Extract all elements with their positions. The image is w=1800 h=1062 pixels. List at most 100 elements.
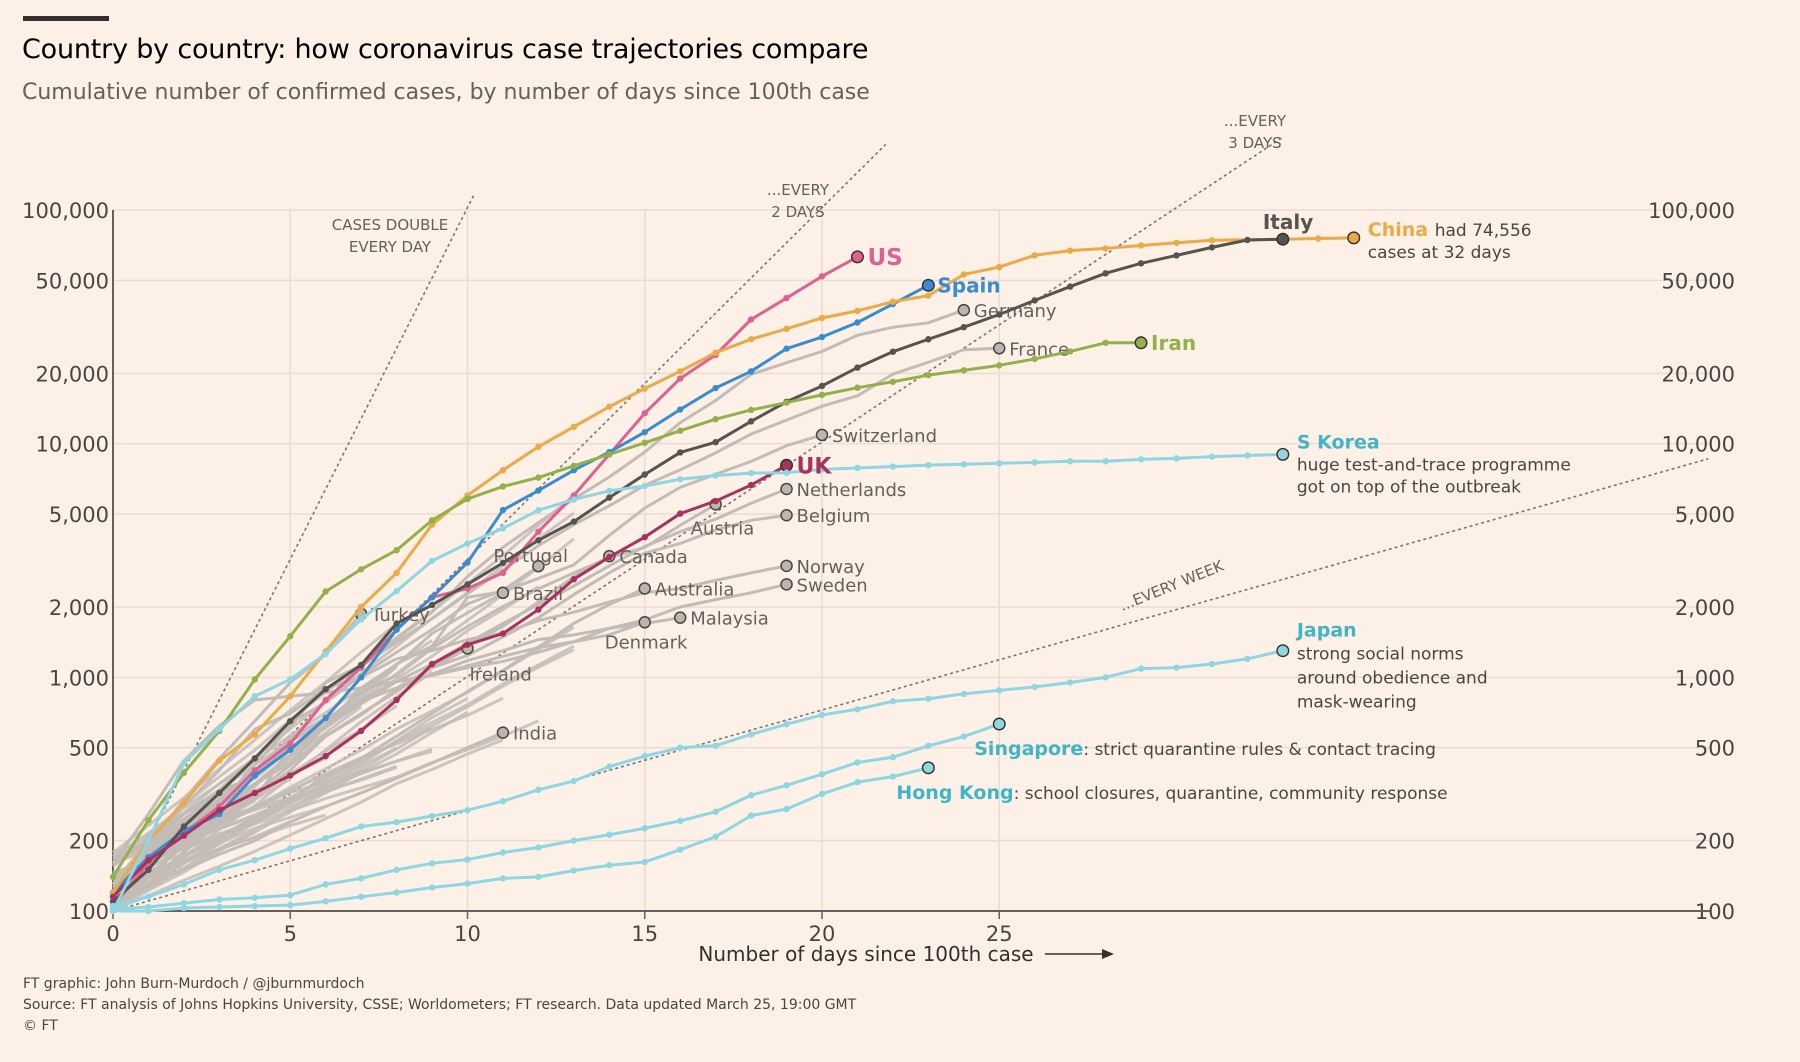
point-s-korea [996, 460, 1003, 467]
point-iran [428, 517, 436, 524]
point-japan [393, 818, 400, 826]
x-tick-label: 0 [106, 922, 119, 946]
point-spain [251, 772, 258, 779]
series-label-belgium: Belgium [797, 506, 871, 527]
point-uk [677, 510, 684, 517]
point-singapore [570, 837, 578, 844]
series-label-india: India [513, 724, 557, 745]
series-line-belgium [111, 513, 787, 903]
end-marker-denmark [638, 616, 651, 629]
series-label-us: US [867, 245, 902, 271]
series-label-iran: Iran [1151, 331, 1196, 355]
point-hong-kong [889, 773, 897, 780]
point-singapore [925, 742, 932, 750]
point-japan [570, 777, 578, 785]
point-china [606, 403, 613, 410]
series-label-netherlands: Netherlands [797, 480, 907, 501]
point-iran [712, 415, 719, 423]
point-china [925, 292, 932, 299]
point-japan [677, 744, 684, 751]
point-iran [180, 769, 188, 777]
point-italy [499, 559, 507, 567]
point-italy [747, 418, 755, 425]
point-japan [854, 706, 861, 713]
point-japan [1031, 683, 1038, 691]
y-tick-label-left: 5,000 [49, 503, 109, 527]
end-marker-norway [780, 559, 793, 573]
footer-credit: FT graphic: John Burn-Murdoch / @jburnmu… [23, 976, 365, 992]
point-japan [818, 711, 826, 719]
point-china [1315, 235, 1322, 242]
point-iran [641, 439, 648, 447]
point-iran [499, 483, 507, 490]
x-tick-label: 15 [631, 922, 658, 946]
point-s-korea [251, 693, 258, 700]
point-us [641, 410, 648, 417]
y-tick-label-right: 10,000 [1662, 433, 1735, 457]
series-label-austria: Austria [691, 518, 755, 539]
series-label-italy: Italy [1263, 210, 1313, 234]
point-s-korea [499, 525, 507, 532]
point-iran [322, 588, 329, 595]
point-hong-kong [393, 889, 400, 896]
point-uk [641, 533, 648, 541]
point-uk [606, 553, 613, 561]
series-line-singapore [112, 722, 1000, 911]
point-hong-kong [145, 907, 152, 915]
series-line-canada [111, 554, 611, 913]
end-marker-japan [1276, 644, 1290, 658]
footer-copyright: © FT [23, 1018, 58, 1034]
point-iran [535, 474, 542, 481]
point-s-korea [1208, 453, 1216, 460]
y-tick-label-left: 2,000 [49, 596, 109, 620]
point-s-korea [216, 725, 223, 733]
point-uk [287, 772, 294, 779]
point-spain [747, 368, 755, 375]
point-spain [287, 746, 294, 753]
point-spain [322, 714, 329, 722]
y-tick-label-right: 500 [1695, 737, 1735, 761]
point-iran [464, 495, 471, 503]
y-tick-label-left: 20,000 [36, 362, 109, 386]
series-label-malaysia: Malaysia [690, 609, 769, 630]
point-s-korea [287, 676, 294, 683]
point-singapore [606, 831, 613, 838]
point-uk [180, 832, 188, 839]
point-s-korea [322, 650, 329, 658]
point-s-korea [1066, 458, 1074, 465]
series-label-s-korea: S Korea [1297, 431, 1380, 453]
point-uk [499, 630, 507, 637]
point-japan [499, 798, 507, 805]
point-us [677, 375, 684, 382]
point-hong-kong [357, 893, 365, 901]
point-singapore [287, 891, 294, 899]
point-iran [960, 367, 967, 374]
point-china [960, 271, 967, 278]
end-marker-hong-kong [921, 761, 935, 775]
end-marker-china [1347, 231, 1361, 245]
point-us [251, 767, 258, 774]
point-japan [996, 687, 1003, 694]
series-line-france [111, 346, 1000, 886]
reference-line-7d [112, 458, 1709, 912]
point-singapore [818, 770, 826, 778]
point-japan [960, 690, 967, 698]
point-china [1208, 237, 1216, 244]
x-axis-arrow-head [1102, 949, 1114, 959]
point-china [1102, 245, 1109, 252]
point-china [499, 466, 507, 474]
y-tick-label-right: 2,000 [1675, 596, 1735, 620]
point-hong-kong [428, 884, 436, 891]
point-japan [322, 834, 329, 842]
point-s-korea [535, 507, 542, 514]
reference-label-0: CASES DOUBLE [332, 216, 448, 234]
point-us [747, 316, 755, 323]
point-iran [606, 451, 613, 458]
point-hong-kong [251, 902, 258, 910]
point-hong-kong [535, 873, 542, 881]
point-japan [1173, 664, 1180, 671]
series-line-spain [111, 284, 930, 894]
point-spain [854, 319, 861, 326]
